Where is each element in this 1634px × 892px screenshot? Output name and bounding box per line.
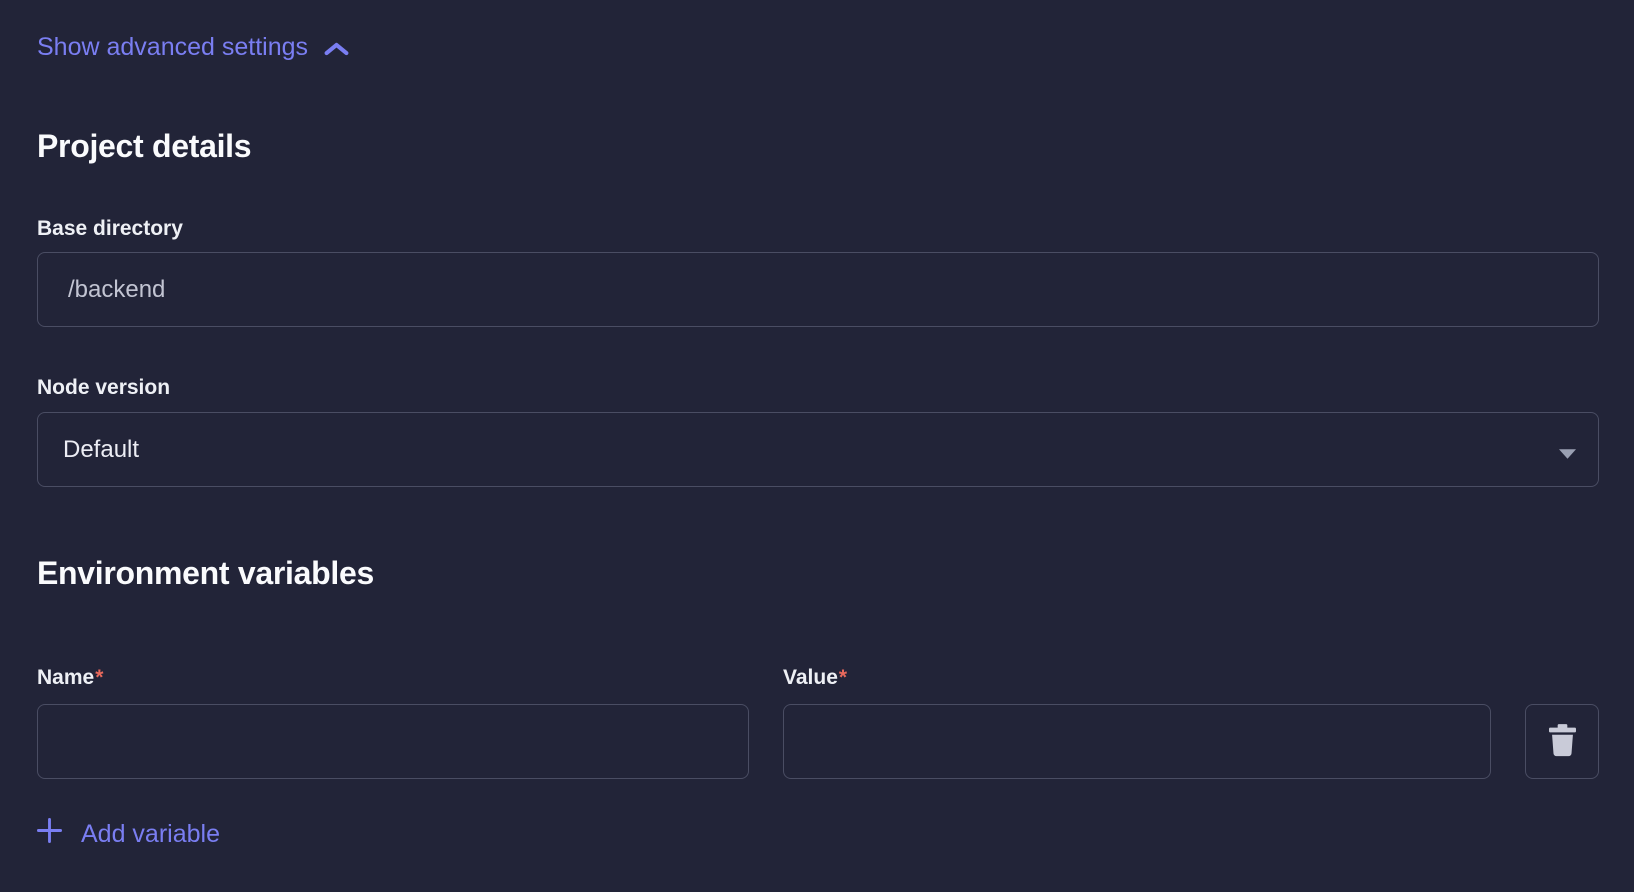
environment-variables-title: Environment variables <box>37 555 374 591</box>
project-details-title: Project details <box>37 128 252 164</box>
base-directory-input[interactable] <box>37 252 1599 327</box>
show-advanced-settings-label: Show advanced settings <box>37 33 309 61</box>
show-advanced-settings-toggle[interactable]: Show advanced settings <box>37 33 350 61</box>
chevron-up-icon <box>323 35 350 63</box>
node-version-select[interactable]: Default <box>37 412 1599 487</box>
env-variable-row <box>37 704 1599 779</box>
env-name-label: Name* <box>37 666 749 691</box>
add-variable-button[interactable]: Add variable <box>37 818 220 850</box>
add-variable-label: Add variable <box>81 820 220 848</box>
env-value-label-text: Value <box>783 666 838 689</box>
env-name-input[interactable] <box>37 704 749 779</box>
base-directory-label: Base directory <box>37 217 183 240</box>
node-version-selected-value: Default <box>63 435 140 463</box>
required-asterisk: * <box>838 666 848 689</box>
env-value-label: Value* <box>783 666 1491 691</box>
required-asterisk: * <box>95 666 104 689</box>
env-value-input[interactable] <box>783 704 1491 779</box>
delete-variable-button[interactable] <box>1525 704 1599 779</box>
env-variable-labels-row: Name* Value* <box>37 666 1599 691</box>
trash-icon <box>1548 723 1576 760</box>
plus-icon <box>37 818 62 850</box>
node-version-label: Node version <box>37 376 171 399</box>
env-name-label-text: Name <box>37 666 95 689</box>
caret-down-icon <box>1559 438 1576 466</box>
